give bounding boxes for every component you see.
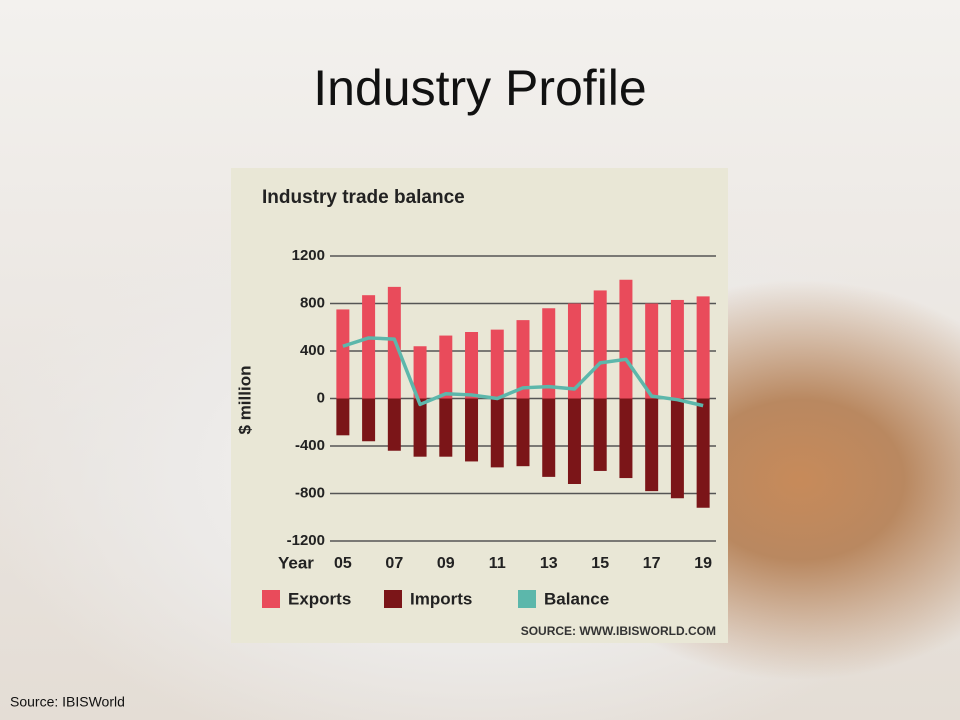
y-tick-label: 0 (317, 389, 325, 406)
y-tick-label: -1200 (287, 532, 325, 549)
bar (490, 329, 504, 399)
legend-swatch (518, 590, 536, 608)
slide-source: Source: IBISWorld (10, 694, 125, 710)
bar (567, 303, 581, 399)
legend-swatch (384, 590, 402, 608)
x-tick-label: 19 (694, 555, 712, 572)
legend-label: Imports (410, 589, 472, 608)
bar (413, 346, 427, 399)
bar (362, 398, 376, 442)
bar (465, 398, 479, 462)
slide-title: Industry Profile (313, 60, 646, 116)
bar (336, 309, 350, 399)
bar (516, 320, 530, 399)
y-axis-label: $ million (235, 366, 254, 435)
x-tick-label: 17 (643, 555, 661, 572)
y-tick-label: -800 (295, 484, 325, 501)
bar (336, 398, 350, 436)
x-tick-label: 13 (540, 555, 558, 572)
bar (593, 398, 607, 471)
bar (670, 299, 684, 399)
bar (593, 290, 607, 399)
bar (413, 398, 427, 457)
bar (490, 398, 504, 468)
y-tick-label: 800 (300, 294, 325, 311)
y-tick-label: 1200 (292, 247, 325, 264)
bar (465, 332, 479, 399)
chart-source: SOURCE: WWW.IBISWORLD.COM (521, 624, 716, 638)
y-tick-label: -400 (295, 437, 325, 454)
bar (439, 398, 453, 457)
bar (670, 398, 684, 499)
bar (696, 398, 710, 508)
x-axis-label: Year (278, 553, 314, 572)
x-tick-label: 05 (334, 555, 352, 572)
bar (619, 398, 633, 479)
x-tick-label: 09 (437, 555, 455, 572)
bar (542, 398, 556, 477)
bar (362, 295, 376, 399)
bar (696, 296, 710, 399)
bar (516, 398, 530, 467)
bar (387, 398, 401, 451)
x-tick-label: 15 (591, 555, 609, 572)
legend-swatch (262, 590, 280, 608)
chart-title: Industry trade balance (262, 187, 465, 208)
x-tick-label: 07 (385, 555, 403, 572)
bar (645, 303, 659, 399)
y-tick-label: 400 (300, 342, 325, 359)
line (342, 336, 704, 408)
bar (567, 398, 581, 484)
x-tick-label: 11 (489, 555, 506, 572)
legend-label: Exports (288, 589, 351, 608)
bar (619, 279, 633, 399)
legend-label: Balance (544, 589, 609, 608)
bar (439, 335, 453, 399)
bar (645, 398, 659, 492)
bar (542, 308, 556, 399)
